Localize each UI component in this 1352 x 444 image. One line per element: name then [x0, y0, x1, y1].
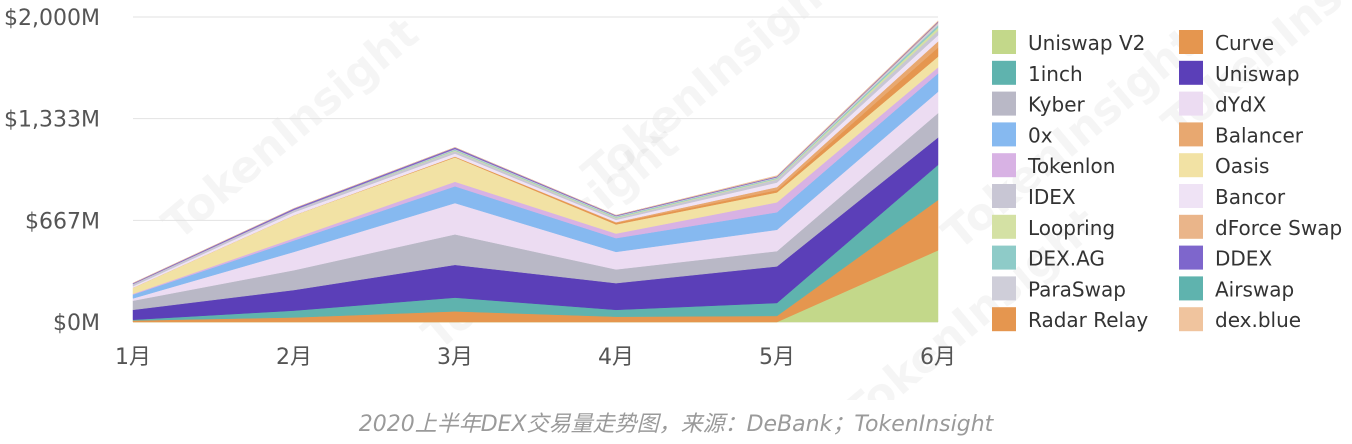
legend-label-0x: 0x [1028, 123, 1053, 147]
legend-label-1inch: 1inch [1028, 62, 1083, 86]
legend-swatch-curve [1179, 30, 1203, 54]
y-axis-ticks: $2,000M $1,333M $667M $0M [4, 6, 100, 336]
legend-label-bancor: Bancor [1215, 185, 1286, 209]
legend-swatch-uniswap-v2 [992, 30, 1016, 54]
legend-label-idex: IDEX [1028, 185, 1076, 209]
area-dex-blue [132, 20, 939, 284]
chart-caption: 2020上半年DEX交易量走势图，来源：DeBank；TokenInsight [358, 412, 994, 437]
legend-label-balancer: Balancer [1215, 123, 1304, 147]
legend-swatch-kyber [992, 91, 1016, 116]
stacked-area-chart: TokenInsightTokenInsightTokenInsightToke… [4, 6, 1342, 370]
x-tick-label: 5月 [759, 345, 795, 370]
legend-swatch-ddex [1179, 245, 1203, 270]
x-axis-ticks: 1月 2月 3月 4月 5月 6月 [115, 345, 956, 370]
legend-swatch-dex-blue [1179, 307, 1203, 332]
legend-swatch-dydx [1179, 91, 1203, 116]
legend-label-tokenlon: Tokenlon [1027, 154, 1115, 178]
y-tick-label: $0M [53, 311, 100, 336]
legend-label-loopring: Loopring [1028, 216, 1115, 240]
legend-label-ddex: DDEX [1215, 247, 1272, 271]
legend-swatch-dex-ag [992, 245, 1016, 270]
y-tick-label: $2,000M [4, 6, 100, 31]
legend-label-dex-ag: DEX.AG [1028, 247, 1105, 271]
legend-swatch-uniswap [1179, 60, 1203, 85]
legend-swatch-loopring [992, 214, 1016, 239]
legend-label-dydx: dYdX [1215, 93, 1267, 117]
legend-label-dforce-swap: dForce Swap [1215, 216, 1342, 240]
legend-label-dex-blue: dex.blue [1215, 308, 1301, 332]
legend-swatch-tokenlon [992, 153, 1016, 178]
legend-label-kyber: Kyber [1028, 93, 1085, 117]
x-tick-label: 4月 [598, 345, 634, 370]
legend-swatch-paraswap [992, 276, 1016, 301]
legend-label-paraswap: ParaSwap [1028, 277, 1126, 301]
legend-label-radar-relay: Radar Relay [1028, 308, 1148, 332]
legend-label-oasis: Oasis [1215, 154, 1269, 178]
legend-swatch-1inch [992, 60, 1016, 85]
legend-swatch-airswap [1179, 276, 1203, 301]
legend-swatch-balancer [1179, 122, 1203, 147]
area-series [132, 20, 939, 323]
legend-swatch-radar-relay [992, 307, 1016, 332]
legend-label-uniswap: Uniswap [1215, 62, 1300, 86]
legend-label-curve: Curve [1215, 31, 1274, 55]
legend-swatch-dforce-swap [1179, 214, 1203, 239]
x-tick-label: 3月 [437, 345, 473, 370]
y-tick-label: $667M [25, 209, 100, 234]
legend-swatch-oasis [1179, 153, 1203, 178]
x-tick-label: 2月 [276, 345, 312, 370]
legend-swatch-bancor [1179, 184, 1203, 208]
legend: Uniswap V2 1inch Kyber 0x Tokenlon IDEX Loopri… [992, 30, 1342, 332]
legend-swatch-idex [992, 184, 1016, 208]
x-tick-label: 1月 [115, 345, 151, 370]
legend-label-uniswap-v2: Uniswap V2 [1028, 31, 1145, 55]
y-tick-label: $1,333M [4, 108, 100, 133]
legend-swatch-0x [992, 122, 1016, 147]
x-tick-label: 6月 [920, 345, 956, 370]
legend-label-airswap: Airswap [1215, 277, 1294, 301]
